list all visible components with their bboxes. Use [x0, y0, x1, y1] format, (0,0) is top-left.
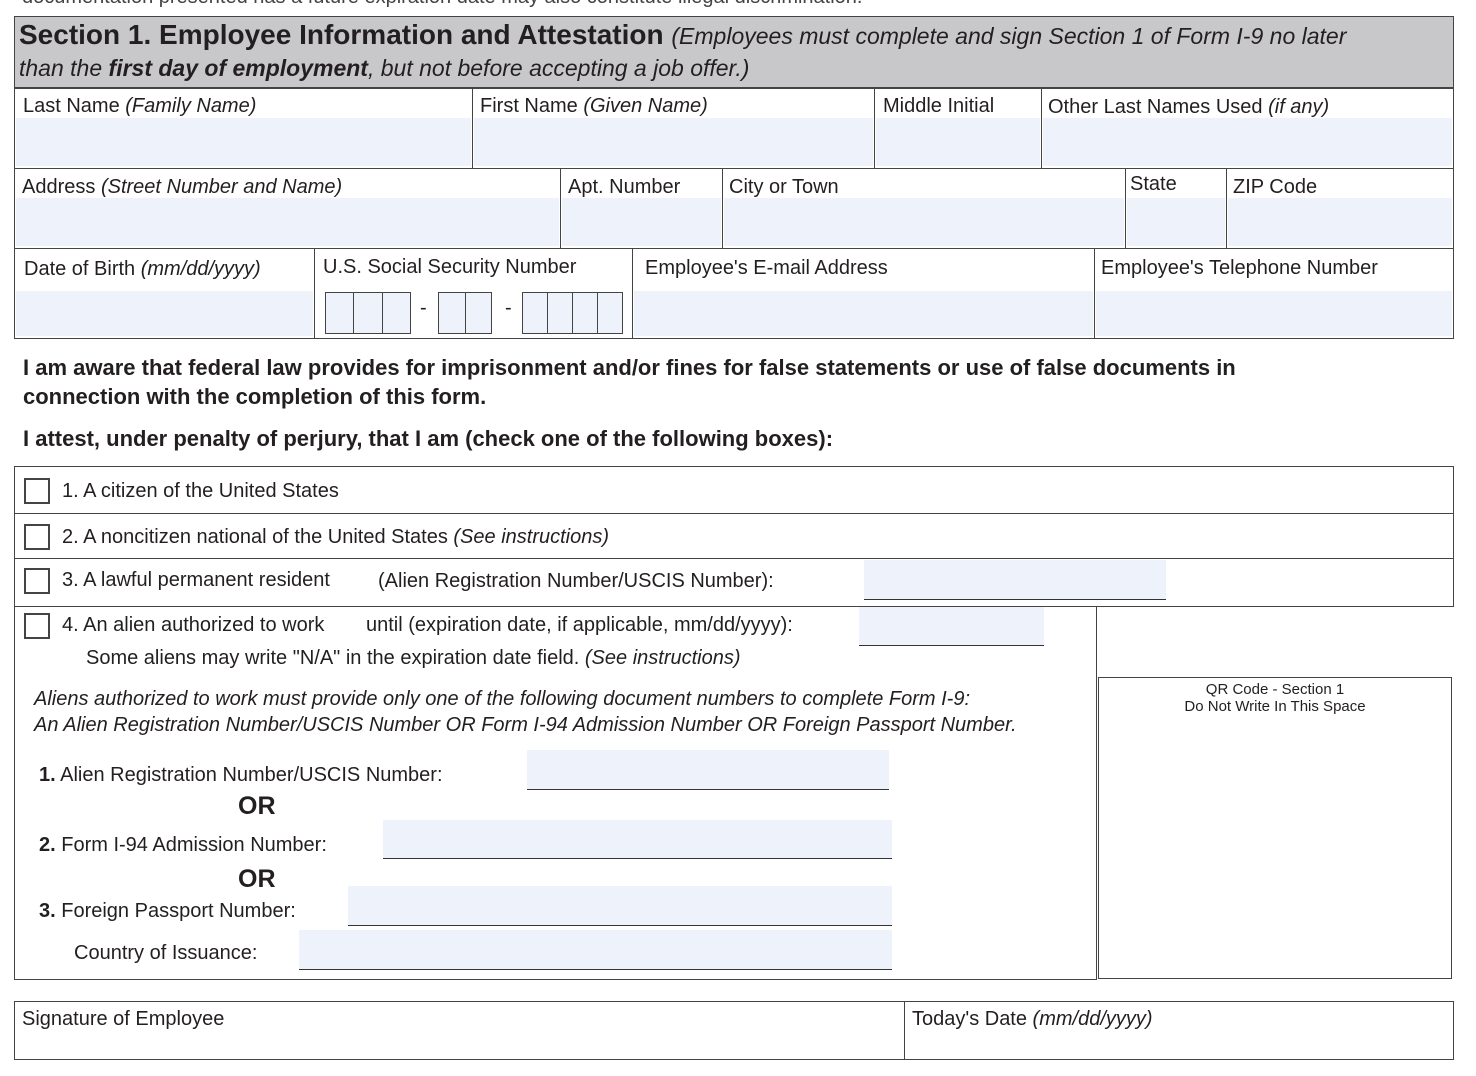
alien-uscis-number-input[interactable]: [527, 750, 889, 790]
option-alien-extra: until (expiration date, if applicable, m…: [366, 614, 793, 636]
citizen-checkbox[interactable]: [24, 478, 50, 504]
middle-initial-label: Middle Initial: [883, 95, 995, 117]
apt-label: Apt. Number: [568, 176, 681, 198]
i94-label: 2. Form I-94 Admission Number:: [39, 834, 327, 856]
first-name-input[interactable]: [474, 118, 873, 166]
city-input[interactable]: [724, 198, 1124, 246]
city-label: City or Town: [729, 176, 839, 198]
employee-info-grid: [14, 88, 1454, 339]
email-label: Employee's E-mail Address: [645, 257, 888, 279]
last-name-label: Last Name (Family Name): [23, 95, 257, 117]
address-label: Address (Street Number and Name): [22, 176, 343, 198]
apt-number-input[interactable]: [562, 198, 721, 246]
zip-input[interactable]: [1228, 198, 1452, 246]
other-names-label: Other Last Names Used (if any): [1048, 96, 1330, 118]
note-bold: first day of employment: [108, 55, 368, 81]
passport-number-input[interactable]: [348, 886, 892, 926]
passport-label: 3. Foreign Passport Number:: [39, 900, 296, 922]
aliens-instruction-line1: Aliens authorized to work must provide o…: [34, 688, 971, 710]
first-name-label: First Name (Given Name): [480, 95, 708, 117]
country-of-issuance-input[interactable]: [299, 930, 892, 970]
dob-label: Date of Birth (mm/dd/yyyy): [24, 258, 261, 280]
expiration-date-input[interactable]: [859, 607, 1044, 646]
option-citizen-label: 1. A citizen of the United States: [62, 480, 339, 502]
email-input[interactable]: [634, 291, 1093, 336]
noncitizen-national-checkbox[interactable]: [24, 524, 50, 550]
ssn-dash: -: [505, 297, 512, 319]
signature-label: Signature of Employee: [22, 1008, 225, 1030]
ssn-serial-input[interactable]: [522, 292, 623, 334]
ssn-area-input[interactable]: [325, 292, 411, 334]
state-label: State: [1130, 173, 1177, 195]
option-permanent-resident-label: 3. A lawful permanent resident: [62, 569, 330, 591]
ssn-label: U.S. Social Security Number: [323, 256, 577, 278]
attest-statement: I attest, under penalty of perjury, that…: [23, 426, 834, 451]
country-label: Country of Issuance:: [74, 942, 258, 964]
section-title: Section 1. Employee Information and Atte…: [19, 19, 664, 50]
middle-initial-input[interactable]: [876, 118, 1040, 166]
penalty-statement-line2: connection with the completion of this f…: [23, 384, 487, 409]
qr-label-line2: Do Not Write In This Space: [1184, 698, 1366, 715]
permanent-resident-checkbox[interactable]: [24, 568, 50, 594]
other-names-input[interactable]: [1043, 118, 1452, 166]
zip-label: ZIP Code: [1233, 176, 1318, 198]
alien-registration-number-input[interactable]: [864, 560, 1166, 600]
alien-number-label: 1. Alien Registration Number/USCIS Numbe…: [39, 764, 443, 786]
or-separator: OR: [238, 792, 276, 820]
address-input[interactable]: [16, 198, 559, 246]
state-input[interactable]: [1127, 198, 1225, 246]
ssn-dash: -: [420, 297, 427, 319]
penalty-statement-line1: I am aware that federal law provides for…: [23, 355, 1236, 380]
qr-label-line1: QR Code - Section 1: [1205, 681, 1345, 698]
options-table: [14, 466, 1454, 607]
option-noncitizen-label: 2. A noncitizen national of the United S…: [62, 526, 610, 548]
option-permanent-resident-extra: (Alien Registration Number/USCIS Number)…: [378, 570, 774, 592]
or-separator: OR: [238, 865, 276, 893]
last-name-input[interactable]: [16, 118, 471, 166]
section-header: Section 1. Employee Information and Atte…: [14, 16, 1454, 88]
ssn-group-input[interactable]: [438, 292, 492, 334]
section-note: (Employees must complete and sign Sectio…: [671, 23, 1347, 49]
note-text: than the: [19, 55, 109, 81]
alien-authorized-checkbox[interactable]: [24, 613, 50, 639]
option-alien-label: 4. An alien authorized to work: [62, 614, 325, 636]
i94-number-input[interactable]: [383, 820, 892, 859]
option-alien-note: Some aliens may write "N/A" in the expir…: [86, 647, 741, 669]
aliens-instruction-line2: An Alien Registration Number/USCIS Numbe…: [34, 714, 1017, 736]
todays-date-label: Today's Date (mm/dd/yyyy): [912, 1008, 1153, 1030]
top-cutoff-text: documentation presented has a future exp…: [22, 0, 862, 9]
qr-code-area: QR Code - Section 1 Do Not Write In This…: [1098, 677, 1452, 979]
phone-label: Employee's Telephone Number: [1101, 257, 1378, 279]
dob-input[interactable]: [16, 291, 313, 336]
option4-panel: [14, 606, 1097, 980]
phone-input[interactable]: [1096, 291, 1452, 336]
note-text-end: , but not before accepting a job offer.): [367, 55, 750, 81]
signature-row: [14, 1001, 1454, 1060]
